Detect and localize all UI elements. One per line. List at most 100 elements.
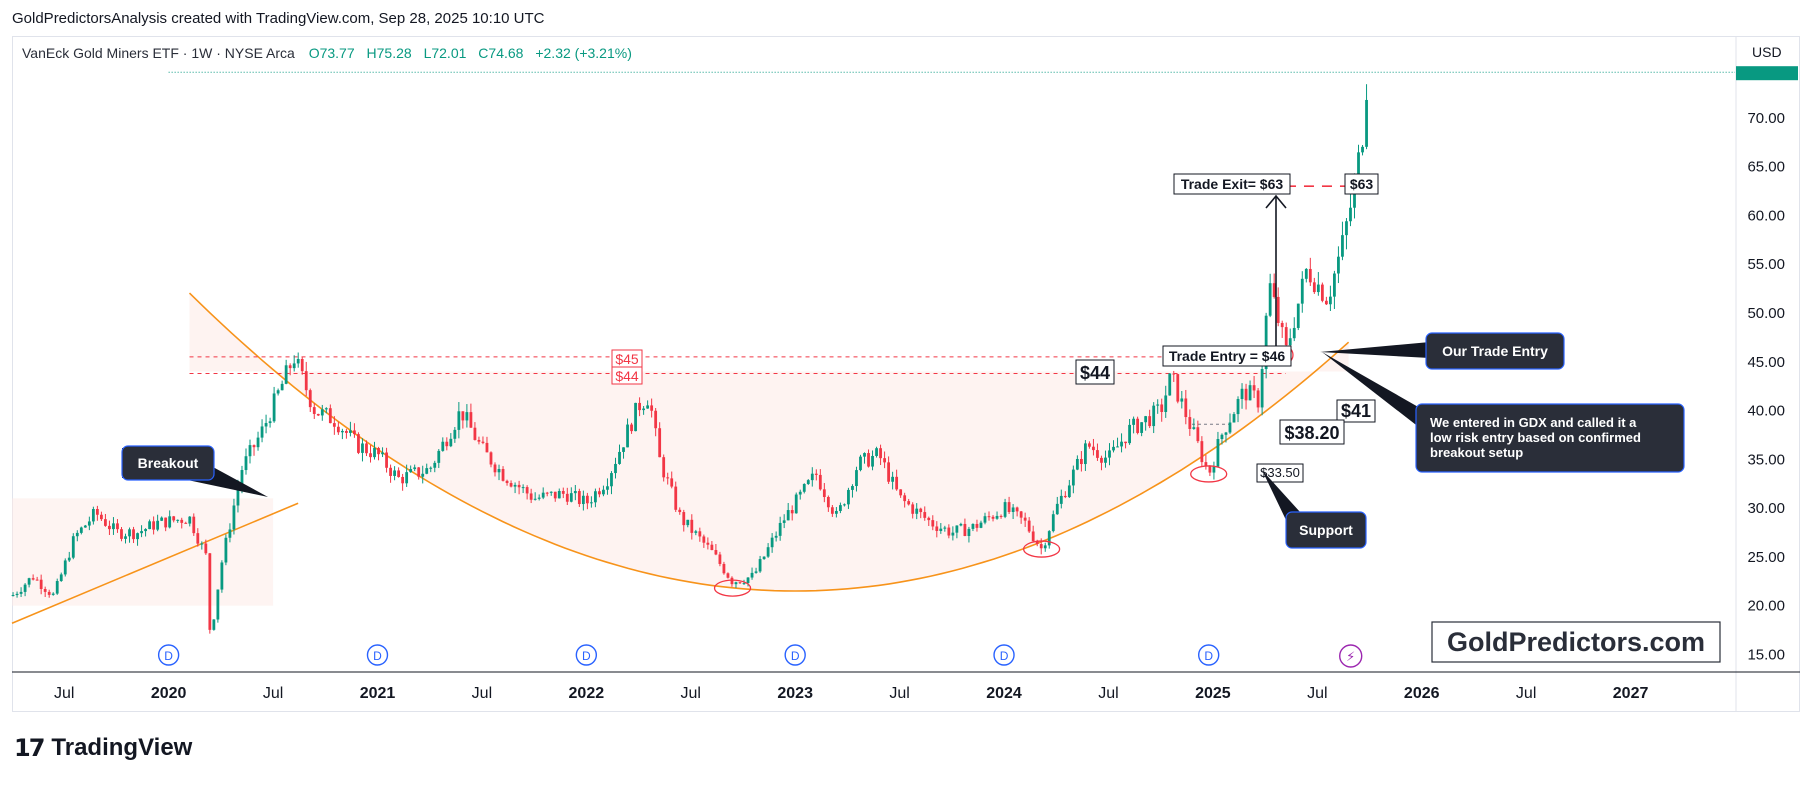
candle-body bbox=[1023, 517, 1027, 521]
candle-body bbox=[1308, 268, 1312, 283]
flash-icon: ⚡ bbox=[1346, 650, 1355, 665]
x-tick-label: Jul bbox=[54, 685, 74, 702]
candle-body bbox=[1120, 441, 1123, 447]
candle-body bbox=[730, 577, 734, 585]
x-tick-label: 2027 bbox=[1613, 685, 1649, 702]
candle-body bbox=[332, 423, 336, 427]
candle-body bbox=[999, 515, 1003, 517]
candle-body bbox=[847, 489, 850, 505]
candle-body bbox=[734, 582, 738, 585]
candle-body bbox=[417, 467, 421, 477]
candle-body bbox=[493, 464, 497, 473]
candle-body bbox=[465, 412, 469, 421]
candle-body bbox=[485, 442, 489, 453]
candle-body bbox=[1067, 485, 1071, 498]
candle-body bbox=[786, 510, 790, 521]
dividend-marker bbox=[1198, 644, 1220, 666]
candle-body bbox=[27, 578, 31, 585]
symbol-name[interactable]: VanEck Gold Miners ETF · 1W · NYSE Arca bbox=[22, 45, 295, 61]
candle-body bbox=[272, 393, 276, 422]
label-44-box bbox=[1075, 359, 1115, 385]
candle-body bbox=[196, 533, 200, 544]
candle-body bbox=[232, 505, 236, 530]
candle-body bbox=[975, 523, 979, 528]
tradingview-brand: TradingView bbox=[51, 734, 193, 761]
breakout-box bbox=[121, 445, 215, 481]
candle-body bbox=[991, 516, 995, 519]
candle-body bbox=[220, 562, 224, 590]
candle-body bbox=[642, 408, 646, 411]
candle-body bbox=[429, 467, 433, 469]
candle-body bbox=[489, 452, 493, 465]
candle-body bbox=[477, 439, 481, 442]
legend-change: +2.32 (+3.21%) bbox=[535, 45, 632, 61]
candle-body bbox=[963, 523, 967, 537]
tradingview-logo[interactable]: 17 TradingView bbox=[14, 734, 192, 762]
candle-body bbox=[288, 365, 292, 369]
candle-body bbox=[565, 493, 569, 502]
candle-body bbox=[156, 520, 160, 530]
event-marker bbox=[1339, 644, 1363, 668]
candle-body bbox=[453, 429, 457, 439]
candle-body bbox=[867, 453, 870, 467]
x-tick-label: 2020 bbox=[151, 685, 187, 702]
candle-body bbox=[405, 472, 409, 484]
candle-body bbox=[1345, 221, 1348, 236]
candle-body bbox=[891, 476, 895, 482]
candle-body bbox=[581, 495, 585, 505]
candle-body bbox=[264, 423, 268, 427]
candle-body bbox=[437, 450, 441, 463]
candle-body bbox=[116, 523, 119, 530]
candle-body bbox=[1096, 450, 1099, 458]
candle-body bbox=[995, 515, 999, 519]
currency-button[interactable]: USD bbox=[1752, 44, 1782, 60]
candle-body bbox=[1276, 296, 1280, 323]
candle-body bbox=[381, 452, 384, 455]
x-tick-label: 2026 bbox=[1404, 685, 1440, 702]
candle-body bbox=[124, 536, 127, 539]
y-tick-label: 25.00 bbox=[1747, 549, 1785, 566]
candle-body bbox=[1140, 422, 1144, 433]
x-tick-label: 2025 bbox=[1195, 685, 1231, 702]
candle-body bbox=[224, 537, 228, 563]
candle-body bbox=[1353, 181, 1356, 208]
label-63: $63 bbox=[1350, 176, 1374, 192]
candle-body bbox=[441, 441, 445, 451]
y-tick-label: 60.00 bbox=[1747, 207, 1785, 224]
candle-body bbox=[594, 491, 597, 503]
x-tick-label: Jul bbox=[1098, 685, 1118, 702]
y-tick-label: 50.00 bbox=[1747, 305, 1785, 322]
candle-body bbox=[662, 457, 666, 478]
candle-body bbox=[778, 522, 782, 536]
last-price-tag bbox=[1736, 66, 1798, 81]
candle-body bbox=[1051, 514, 1055, 532]
candle-body bbox=[839, 505, 842, 511]
candle-body bbox=[1248, 385, 1252, 401]
low-marker-circle bbox=[1190, 465, 1228, 483]
trade-exit-label-box bbox=[1173, 173, 1291, 195]
candle-body bbox=[15, 593, 19, 596]
candle-body bbox=[943, 527, 947, 529]
candle-body bbox=[1088, 443, 1091, 447]
candle-body bbox=[1104, 457, 1107, 463]
candle-body bbox=[1043, 545, 1047, 549]
candle-body bbox=[91, 509, 95, 522]
candle-body bbox=[449, 438, 453, 447]
watermark-label: GoldPredictors.com bbox=[1447, 627, 1705, 657]
candle-body bbox=[324, 408, 328, 410]
candle-body bbox=[1015, 507, 1019, 512]
candle-body bbox=[830, 507, 834, 514]
candle-body bbox=[1075, 458, 1079, 470]
cup-shade bbox=[189, 293, 1349, 591]
candle-body bbox=[148, 521, 151, 530]
candle-body bbox=[160, 517, 164, 521]
symbol-legend[interactable]: VanEck Gold Miners ETF · 1W · NYSE Arca … bbox=[22, 45, 640, 61]
candle-body bbox=[806, 480, 810, 484]
y-tick-label: 15.00 bbox=[1747, 646, 1785, 663]
candle-body bbox=[1196, 427, 1200, 442]
candle-body bbox=[1288, 338, 1292, 346]
candle-body bbox=[413, 467, 417, 470]
candle-body bbox=[176, 519, 180, 521]
candle-body bbox=[1328, 296, 1332, 305]
